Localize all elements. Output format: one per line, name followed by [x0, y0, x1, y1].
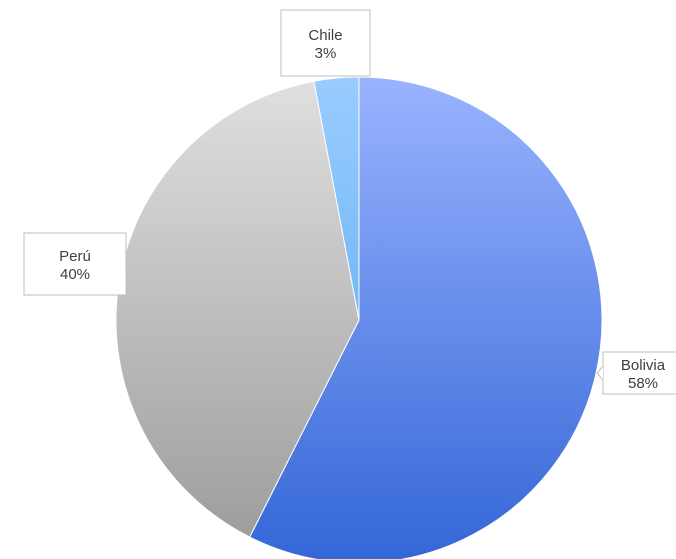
data-label-category: Bolivia [621, 357, 666, 374]
slices-layer [115, 76, 603, 559]
data-label-category: Chile [308, 27, 342, 44]
data-label-percent: 3% [315, 45, 337, 62]
pie-slice-bolivia [249, 76, 603, 559]
callout-pointer [596, 365, 604, 381]
data-label-percent: 40% [60, 266, 90, 283]
data-label-box [23, 232, 127, 296]
pie-slice-chile [313, 76, 360, 321]
data-label-percent: 58% [628, 375, 658, 392]
data-label-box [280, 9, 371, 77]
data-label-category: Perú [59, 248, 91, 265]
